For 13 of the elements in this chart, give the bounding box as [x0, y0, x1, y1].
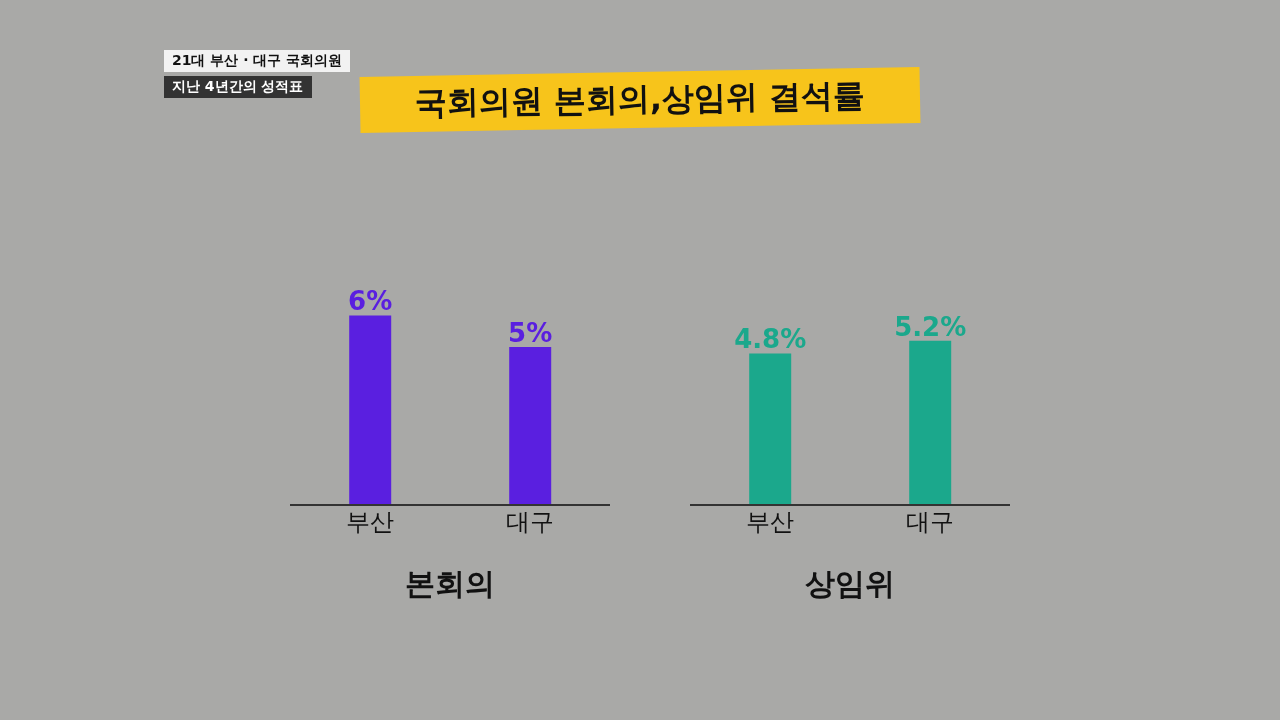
text: 지난 4년간의 성적표 — [164, 76, 312, 98]
data-label: 5% — [508, 318, 553, 349]
x-tick-label: 대구 — [506, 508, 554, 537]
x-tick-label: 부산 — [746, 508, 794, 537]
chart-title: 국회의원 본회의,상임위 결석률 — [359, 67, 921, 133]
x-axis-title: 본회의 — [404, 565, 496, 603]
data-label: 5.2% — [894, 311, 967, 342]
data-label: 4.8% — [734, 324, 807, 355]
x-tick-label: 부산 — [346, 508, 394, 537]
data-label: 6% — [348, 286, 393, 317]
text: 21대 부산 · 대구 국회의원 — [164, 50, 351, 72]
x-axis-title: 상임위 — [804, 565, 896, 603]
x-tick-label: 대구 — [906, 508, 954, 537]
